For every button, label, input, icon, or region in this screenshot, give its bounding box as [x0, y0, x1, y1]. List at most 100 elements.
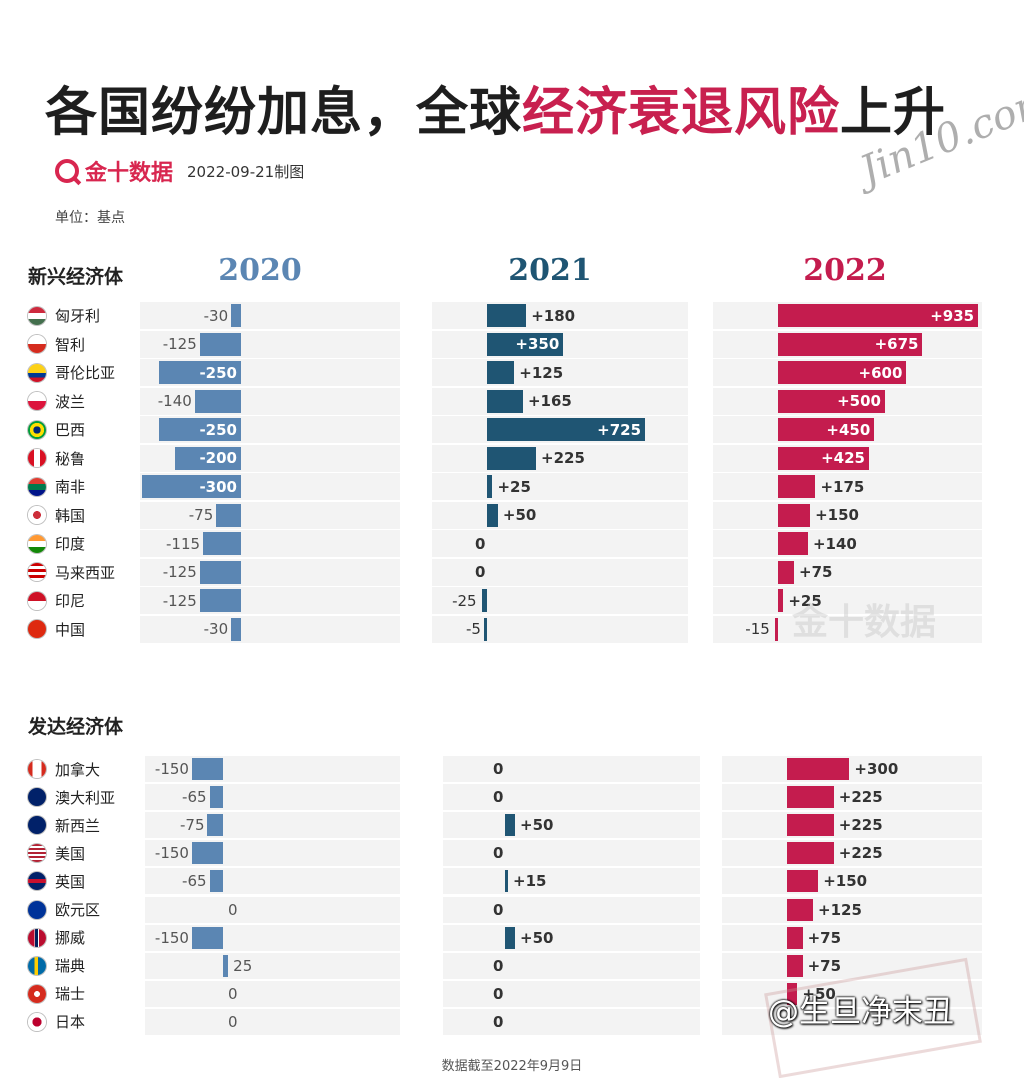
data-label: 25 [233, 956, 253, 975]
data-label: +225 [838, 788, 883, 807]
data-label: 0 [493, 900, 504, 919]
country-label: 挪威 [28, 926, 85, 950]
country-label: 秘鲁 [28, 446, 85, 470]
country-name: 欧元区 [55, 901, 101, 919]
bar [487, 475, 493, 498]
bar-track [145, 756, 400, 782]
brand-name: 金十数据 [85, 161, 174, 186]
bar [209, 786, 223, 809]
data-label: +75 [807, 928, 842, 947]
bar-track [140, 387, 400, 415]
bar [199, 560, 241, 584]
bar-track [713, 530, 982, 557]
footer-note: 数据截至2022年9月9日 [441, 1059, 583, 1074]
data-label: -75 [179, 816, 205, 835]
data-label: -65 [182, 788, 207, 807]
bar [487, 304, 527, 327]
country-label: 马来西亚 [28, 560, 115, 584]
country-label: 匈牙利 [28, 304, 100, 328]
flag-icon [28, 392, 46, 410]
bar [199, 332, 241, 356]
bar [194, 389, 241, 413]
country-label: 英国 [28, 869, 85, 893]
bar-track [140, 587, 400, 614]
data-label: -250 [199, 420, 237, 439]
bar-track [432, 530, 688, 557]
country-label: 波兰 [28, 389, 85, 413]
data-label: +175 [820, 477, 865, 496]
bar [223, 954, 229, 977]
bar [216, 503, 241, 527]
bar [199, 589, 241, 612]
bar-track [722, 1008, 982, 1035]
country-name: 瑞典 [55, 957, 86, 976]
bar [787, 786, 834, 809]
data-label: -25 [452, 591, 477, 610]
bar-track [145, 784, 400, 811]
group-title: 发达经济体 [28, 716, 124, 738]
data-label: +125 [818, 900, 862, 919]
country-label: 美国 [28, 841, 85, 865]
bar [191, 926, 223, 949]
bar-track [713, 615, 982, 643]
country-label: 哥伦比亚 [28, 361, 115, 385]
brand-row: 金十数据 2022-09-21制图 [55, 155, 304, 187]
bar [787, 898, 813, 921]
country-label: 瑞士 [28, 982, 85, 1006]
country-label: 韩国 [28, 503, 85, 527]
flag-icon [28, 335, 46, 353]
bar [787, 926, 803, 949]
bar-track [722, 868, 982, 895]
data-label: +140 [812, 534, 857, 553]
bar-track [713, 587, 982, 614]
bar-track [432, 615, 688, 643]
bar-track [145, 980, 400, 1007]
data-label: 0 [493, 956, 504, 975]
year-header: 2021 [508, 253, 592, 288]
data-label: 0 [493, 984, 504, 1003]
flag-icon [28, 506, 46, 524]
country-name: 印度 [55, 535, 86, 553]
flag-icon [28, 1012, 46, 1031]
bar-track [713, 558, 982, 586]
brand-logo-icon [55, 159, 79, 183]
bar [484, 617, 487, 641]
data-label: -115 [166, 534, 201, 553]
bar-track [722, 784, 982, 811]
data-label: -250 [199, 363, 237, 382]
bar [487, 418, 646, 441]
flag-icon [28, 984, 46, 1003]
bar [487, 332, 564, 356]
data-label: +165 [527, 392, 572, 410]
data-label: +350 [515, 335, 560, 353]
country-name: 新西兰 [55, 816, 101, 835]
bar-track [145, 924, 400, 951]
bar [778, 532, 808, 555]
data-label: -65 [182, 872, 207, 891]
country-name: 日本 [55, 1013, 86, 1032]
bar [231, 617, 241, 641]
bar [778, 389, 885, 413]
data-label: -30 [203, 620, 229, 638]
bar-track [713, 473, 982, 500]
bar-track [145, 840, 400, 867]
country-label: 加拿大 [28, 757, 100, 781]
bar-track [140, 330, 400, 358]
data-label: +50 [502, 506, 537, 524]
data-label: +75 [807, 956, 842, 975]
country-name: 马来西亚 [55, 563, 116, 582]
country-name: 匈牙利 [55, 307, 101, 325]
flag-icon [28, 900, 46, 919]
data-label: +75 [799, 563, 833, 581]
flag-icon [28, 534, 46, 553]
bar [505, 926, 515, 949]
bar-track [140, 558, 400, 586]
bar-track [722, 896, 982, 923]
data-label: -150 [154, 760, 189, 778]
bar-track [443, 980, 700, 1007]
bar-track [140, 530, 400, 557]
data-label: +50 [520, 928, 554, 947]
data-label: +125 [519, 363, 564, 382]
country-label: 新西兰 [28, 813, 100, 837]
country-name: 美国 [55, 844, 86, 863]
